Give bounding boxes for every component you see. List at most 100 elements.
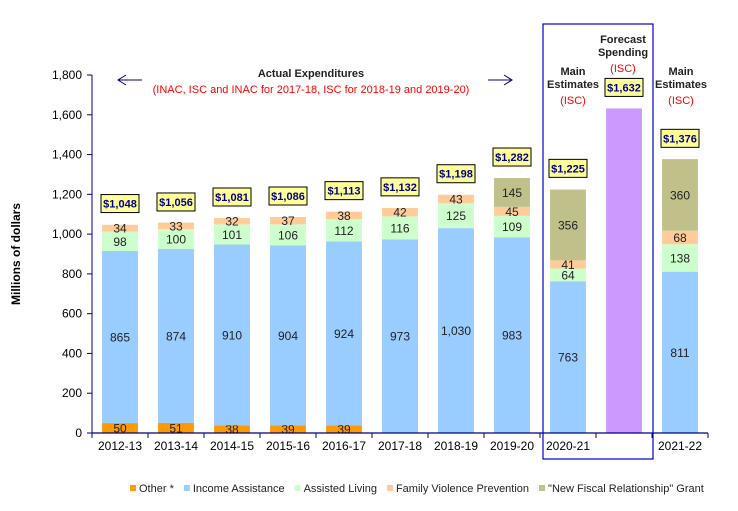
bar-segment	[270, 224, 306, 246]
bar-segment	[158, 222, 194, 230]
y-tick-label: 1,200	[52, 187, 82, 201]
left-arrow	[117, 74, 142, 86]
bar-segment-label: 112	[334, 224, 353, 238]
legend-label: Family Violence Prevention	[396, 483, 529, 495]
x-tick-label: 2018-19	[434, 439, 478, 453]
x-tick-label: 2021-22	[658, 439, 702, 453]
total-label: $1,632	[607, 82, 641, 94]
bar-segment	[494, 206, 530, 216]
legend-swatch	[183, 485, 190, 491]
bar-segment-label: 101	[222, 228, 242, 242]
bar-segment	[662, 244, 698, 272]
legend-swatch	[386, 485, 393, 491]
bar-segment	[550, 268, 586, 282]
bar-segment	[550, 189, 586, 261]
bar-segment	[438, 194, 474, 204]
bar-segment-label: 116	[390, 221, 409, 235]
bar-segment-label: 43	[449, 193, 463, 207]
annotations: Actual Expenditures (INAC, ISC and INAC …	[117, 34, 707, 107]
bar-segment	[662, 230, 698, 245]
y-tick-label: 1,800	[52, 68, 82, 82]
bar-segment	[494, 215, 530, 238]
main-estimates-2021-line2: Estimates	[655, 79, 707, 91]
y-tick-label: 800	[62, 267, 82, 281]
bar-segment	[214, 218, 250, 225]
bar-segment-label: 37	[281, 214, 295, 228]
legend-item: Assisted Living	[294, 483, 377, 495]
total-label-box	[492, 147, 532, 167]
total-label: $1,198	[439, 169, 473, 181]
legend-label: Income Assistance	[193, 483, 285, 495]
bar-segment-label: 33	[169, 219, 183, 233]
bar-segment	[102, 251, 138, 424]
bar-segment	[214, 224, 250, 245]
total-label-box	[212, 187, 252, 207]
forecast-spending-source: (ISC)	[610, 63, 636, 75]
bar-segment	[382, 216, 418, 240]
forecast-spending-line1: Forecast	[600, 34, 646, 46]
bar-segment-label: 145	[502, 186, 522, 200]
bar-segment-label: 360	[670, 188, 690, 202]
total-label-box	[660, 128, 700, 148]
bar-segment	[102, 224, 138, 232]
y-tick-label: 600	[62, 307, 82, 321]
bar-segment-label: 45	[505, 205, 519, 219]
bar-segment-label: 1,030	[441, 324, 471, 338]
total-label-box	[380, 177, 420, 197]
y-tick-label: 200	[62, 386, 82, 400]
bar-segment	[158, 249, 194, 423]
total-label-box	[548, 158, 588, 178]
total-label: $1,376	[663, 133, 697, 145]
legend-label: Other *	[139, 483, 175, 495]
total-label-box	[100, 194, 140, 214]
bar-segment	[270, 245, 306, 426]
bars: 508659834$1,0485187410033$1,056389101013…	[100, 77, 700, 437]
total-label-box	[604, 77, 644, 97]
bar-segment-label: 910	[222, 328, 242, 342]
legend-label: Assisted Living	[304, 483, 377, 495]
y-tick-label: 1,400	[52, 148, 82, 162]
total-label: $1,086	[271, 191, 305, 203]
main-estimates-2020-line2: Estimates	[547, 79, 599, 91]
bar-segment-label: 874	[166, 329, 186, 343]
legend-label: "New Fiscal Relationship" Grant	[548, 483, 704, 495]
bar-segment-label: 106	[278, 228, 298, 242]
actual-expenditures-subtitle: (INAC, ISC and INAC for 2017-18, ISC for…	[153, 84, 470, 96]
bar-segment	[382, 239, 418, 433]
forecast-spending-line2: Spending	[598, 47, 648, 59]
right-arrow	[488, 74, 513, 86]
x-tick-label: 2014-15	[210, 439, 254, 453]
bar-segment-label: 32	[225, 215, 239, 229]
y-tick-label: 1,000	[52, 227, 82, 241]
main-estimates-2020-source: (ISC)	[560, 95, 586, 107]
bar-segment-label: 41	[561, 258, 575, 272]
x-tick-label: 2013-14	[154, 439, 198, 453]
bar-segment	[382, 208, 418, 217]
bar-segment	[326, 219, 362, 242]
legend-swatch	[130, 485, 136, 491]
total-label: $1,132	[383, 182, 417, 194]
y-tick-label: 0	[75, 426, 82, 440]
bar-segment-label: 109	[502, 220, 522, 234]
bar-segment	[158, 422, 194, 433]
x-tick-label: 2015-16	[266, 439, 310, 453]
total-label-box	[436, 164, 476, 184]
legend-swatch	[294, 485, 301, 491]
actual-expenditures-title: Actual Expenditures	[258, 68, 364, 80]
legend-item: Family Violence Prevention	[386, 483, 529, 495]
bar-segment-label: 973	[390, 330, 410, 344]
bar-segment	[494, 178, 530, 207]
bar-segment	[326, 425, 362, 433]
bar-segment	[662, 271, 698, 433]
bar-segment	[270, 425, 306, 433]
bar-segment-label: 50	[113, 422, 127, 436]
bar-segment	[102, 423, 138, 433]
x-tick-label: 2019-20	[490, 439, 534, 453]
bar-segment-label: 100	[166, 233, 186, 247]
bar-segment	[550, 281, 586, 433]
bar-segment	[270, 217, 306, 225]
bar-segment	[662, 159, 698, 231]
bar-segment-label: 811	[670, 346, 689, 360]
bar-segment-label: 64	[561, 268, 575, 282]
bar-segment-label: 38	[337, 209, 351, 223]
